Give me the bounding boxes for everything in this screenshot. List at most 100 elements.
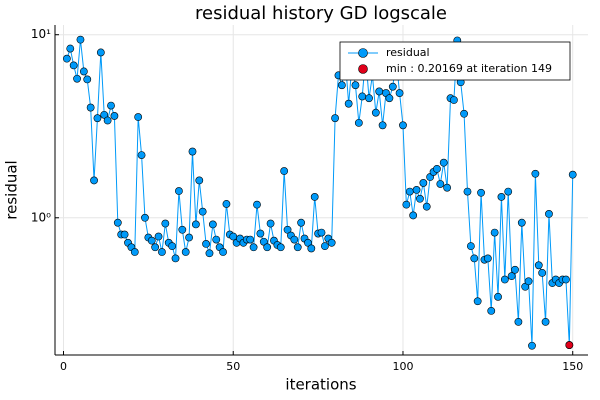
marker <box>443 183 452 192</box>
marker <box>168 242 177 251</box>
marker <box>327 238 336 247</box>
marker <box>110 112 119 120</box>
marker <box>375 87 384 96</box>
marker <box>141 213 149 222</box>
marker <box>317 228 326 237</box>
marker <box>514 317 523 326</box>
marker <box>541 317 550 326</box>
marker <box>161 219 170 228</box>
marker <box>358 92 367 101</box>
marker <box>395 89 404 97</box>
marker <box>473 297 482 306</box>
y-tick-label: 10¹ <box>31 27 51 41</box>
marker <box>113 218 122 227</box>
marker <box>96 48 105 57</box>
marker <box>86 103 95 112</box>
marker <box>62 54 71 63</box>
marker <box>483 254 492 263</box>
marker <box>490 228 499 237</box>
marker <box>402 200 411 209</box>
y-axis-label: residual <box>3 160 21 219</box>
marker <box>405 187 414 196</box>
marker <box>208 220 217 229</box>
marker <box>90 176 98 185</box>
marker <box>385 94 394 103</box>
marker <box>477 188 485 197</box>
marker <box>66 44 75 53</box>
marker <box>246 235 255 244</box>
y-tick-label: 10⁰ <box>31 210 51 224</box>
marker <box>531 169 540 178</box>
marker <box>399 121 407 130</box>
marker <box>222 200 231 208</box>
marker <box>422 202 431 211</box>
marker <box>107 101 115 110</box>
legend-marker <box>358 48 368 58</box>
marker <box>511 265 519 274</box>
marker <box>565 341 574 349</box>
marker <box>297 218 306 227</box>
legend-marker <box>358 64 368 74</box>
marker <box>354 118 363 127</box>
x-tick-label: 0 <box>60 360 67 373</box>
marker <box>436 180 445 188</box>
marker <box>202 239 210 248</box>
x-tick-label: 100 <box>392 360 413 373</box>
marker <box>304 238 312 247</box>
marker <box>290 235 299 244</box>
marker <box>524 277 533 286</box>
x-tick-label: 50 <box>226 360 240 373</box>
marker <box>253 200 261 209</box>
marker <box>320 242 329 251</box>
marker <box>181 248 190 256</box>
marker <box>188 147 197 156</box>
marker <box>293 243 302 252</box>
marker <box>307 244 316 253</box>
marker <box>158 248 166 256</box>
marker <box>310 193 319 201</box>
marker <box>504 187 513 196</box>
marker <box>528 341 536 350</box>
marker <box>93 114 102 123</box>
marker <box>147 236 156 245</box>
marker <box>259 237 268 246</box>
chart-title: residual history GD logscale <box>195 3 447 24</box>
marker <box>388 82 397 91</box>
marker <box>154 232 163 241</box>
marker <box>83 75 92 84</box>
marker <box>212 235 221 244</box>
marker <box>134 113 143 121</box>
marker <box>185 233 193 242</box>
marker <box>130 248 139 256</box>
marker <box>120 230 129 239</box>
marker <box>545 210 553 218</box>
marker <box>283 225 292 234</box>
marker <box>280 167 289 175</box>
marker <box>79 67 88 76</box>
marker <box>344 99 353 108</box>
marker <box>534 261 543 270</box>
legend-box <box>339 41 571 81</box>
marker <box>470 254 479 263</box>
marker <box>198 207 207 216</box>
marker <box>463 187 472 196</box>
legend-label: residual <box>386 46 430 59</box>
marker <box>365 94 373 103</box>
marker <box>494 292 502 301</box>
marker <box>266 219 275 228</box>
marker <box>416 194 424 203</box>
marker <box>195 176 204 185</box>
marker <box>69 61 78 70</box>
marker <box>151 243 160 252</box>
marker <box>256 229 265 238</box>
marker <box>562 275 570 284</box>
marker <box>538 268 547 277</box>
marker <box>76 35 85 44</box>
marker <box>171 254 180 263</box>
marker <box>331 114 339 123</box>
marker <box>466 242 475 251</box>
marker <box>100 110 109 119</box>
marker <box>497 193 506 201</box>
marker <box>178 225 187 234</box>
